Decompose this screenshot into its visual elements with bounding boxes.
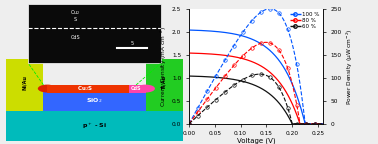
Text: SiO$_2$: SiO$_2$ (86, 96, 103, 105)
Text: Cu$_2$S: Cu$_2$S (77, 84, 93, 93)
Y-axis label: Current Density (mA cm$^{-2}$): Current Density (mA cm$^{-2}$) (159, 26, 169, 107)
Ellipse shape (136, 85, 155, 93)
Text: 5: 5 (131, 41, 134, 46)
Bar (6, 59, 43, 111)
Text: CdS: CdS (131, 86, 141, 91)
Bar (28, 4, 161, 63)
Bar (129, 85, 146, 93)
Text: CdS: CdS (71, 35, 81, 40)
Legend: 100 %, 80 %, 60 %: 100 %, 80 %, 60 % (289, 11, 321, 30)
X-axis label: Voltage (V): Voltage (V) (237, 138, 276, 144)
Bar (6, 111, 183, 141)
Text: Ti/Au: Ti/Au (162, 75, 167, 89)
Bar (6, 88, 183, 111)
Bar (146, 59, 183, 111)
Text: Ni/Au: Ni/Au (22, 75, 27, 90)
Bar (47, 85, 132, 93)
Text: S: S (74, 17, 77, 22)
Y-axis label: Power Density (μW cm$^{-2}$): Power Density (μW cm$^{-2}$) (345, 28, 355, 105)
Text: p$^+$ - Si: p$^+$ - Si (82, 121, 107, 131)
Text: Cu$_2$: Cu$_2$ (70, 8, 81, 17)
Ellipse shape (38, 85, 57, 93)
